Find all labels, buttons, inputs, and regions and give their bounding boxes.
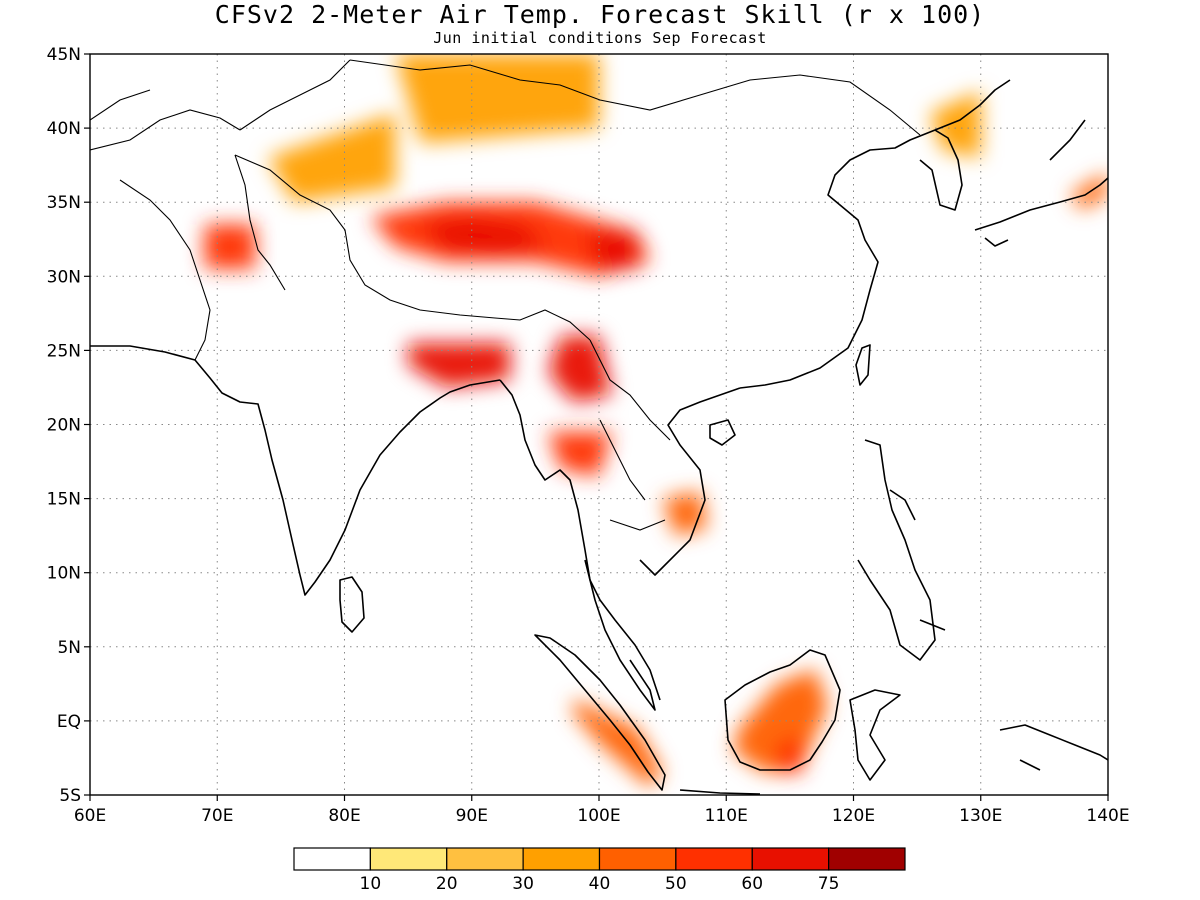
colorbar-label: 50 <box>665 874 687 894</box>
coastline-sulawesi <box>849 689 901 781</box>
tick-label-lat: 5S <box>59 786 81 806</box>
coastline-sri-lanka <box>339 576 365 633</box>
tick-label-lon: 60E <box>74 806 106 826</box>
skill-region-japan <box>1069 172 1108 210</box>
colorbar-label: 30 <box>512 874 534 894</box>
skill-region-myanmar-south <box>548 431 612 477</box>
colorbar-label: 10 <box>360 874 382 894</box>
tick-label-lat: 25N <box>47 341 81 361</box>
skill-region-china-west <box>268 113 396 203</box>
border-himalaya <box>234 154 591 341</box>
colorbar-swatch <box>369 847 448 871</box>
colorbar-swatch <box>751 847 830 871</box>
country-borders <box>90 59 921 531</box>
colorbar-label: 20 <box>436 874 458 894</box>
skill-fill-layer <box>204 54 1108 788</box>
skill-region-korea <box>929 91 981 158</box>
tick-label-lat: 35N <box>47 193 81 213</box>
colorbar-swatch <box>522 847 601 871</box>
tick-label-lat: 30N <box>47 267 81 287</box>
tick-label-lat: 10N <box>47 564 81 584</box>
tick-label-lat: 40N <box>47 119 81 139</box>
skill-region-myanmar-north <box>548 335 612 403</box>
tick-label-lon: 120E <box>832 806 875 826</box>
tick-label-lon: 110E <box>705 806 748 826</box>
chart-subtitle: Jun initial conditions Sep Forecast <box>433 29 767 47</box>
skill-region-mongolia-north <box>395 54 599 143</box>
coastlines <box>90 79 1108 795</box>
coastline-korea <box>919 129 963 211</box>
coastline-java <box>679 789 761 795</box>
colorbar-swatch <box>828 847 906 871</box>
coastline-sumatra <box>534 634 666 791</box>
skill-region-borneo-core <box>777 735 803 773</box>
skill-region-pakistan <box>204 224 256 269</box>
tick-label-lon: 100E <box>577 806 620 826</box>
border-indochina <box>589 339 671 531</box>
coastline-philippines <box>857 439 946 661</box>
tick-label-lat: 20N <box>47 416 81 436</box>
border-china-north <box>239 59 921 136</box>
tick-label-lon: 140E <box>1086 806 1129 826</box>
tick-label-lat: 15N <box>47 490 81 510</box>
colorbar: 10 20 30 40 50 60 75 <box>293 847 906 894</box>
tick-label-lon: 90E <box>456 806 488 826</box>
coastline-hainan <box>709 419 736 446</box>
coastline-indochina <box>639 387 741 576</box>
colorbar-swatch <box>446 847 524 871</box>
gridlines <box>90 54 1108 795</box>
tick-label-lat: EQ <box>57 712 81 732</box>
coastline-new-guinea <box>999 724 1108 771</box>
skill-region-bangladesh <box>408 343 510 388</box>
skill-region-sichuan-core <box>586 231 638 269</box>
coastline-malay <box>584 559 656 711</box>
axis-ticks: 60E 70E 80E 90E 100E 110E 120E 130E 140E 45N 40N 35… <box>47 45 1130 826</box>
coastline-japan <box>974 119 1108 247</box>
coastline-myanmar <box>499 379 661 701</box>
border-pakistan <box>119 154 286 361</box>
chart-title: CFSv2 2-Meter Air Temp. Forecast Skill (… <box>214 0 986 29</box>
coastline-china <box>739 79 1011 389</box>
colorbar-label: 40 <box>589 874 611 894</box>
skill-region-tibet-core <box>420 217 549 255</box>
colorbar-label: 60 <box>741 874 763 894</box>
tick-label-lat: 45N <box>47 45 81 65</box>
tick-label-lon: 70E <box>201 806 233 826</box>
colorbar-label: 75 <box>818 874 840 894</box>
coastline-borneo <box>724 649 841 771</box>
tick-label-lon: 130E <box>959 806 1002 826</box>
coastline-taiwan <box>855 344 871 386</box>
colorbar-swatch <box>675 847 753 871</box>
colorbar-swatch <box>598 847 677 871</box>
skill-region-sumatra <box>573 698 663 788</box>
colorbar-swatch <box>293 847 371 871</box>
tick-label-lon: 80E <box>328 806 360 826</box>
tick-label-lat: 5N <box>57 638 81 658</box>
coastline-india-west <box>90 345 501 596</box>
border-central-asia <box>90 89 241 151</box>
